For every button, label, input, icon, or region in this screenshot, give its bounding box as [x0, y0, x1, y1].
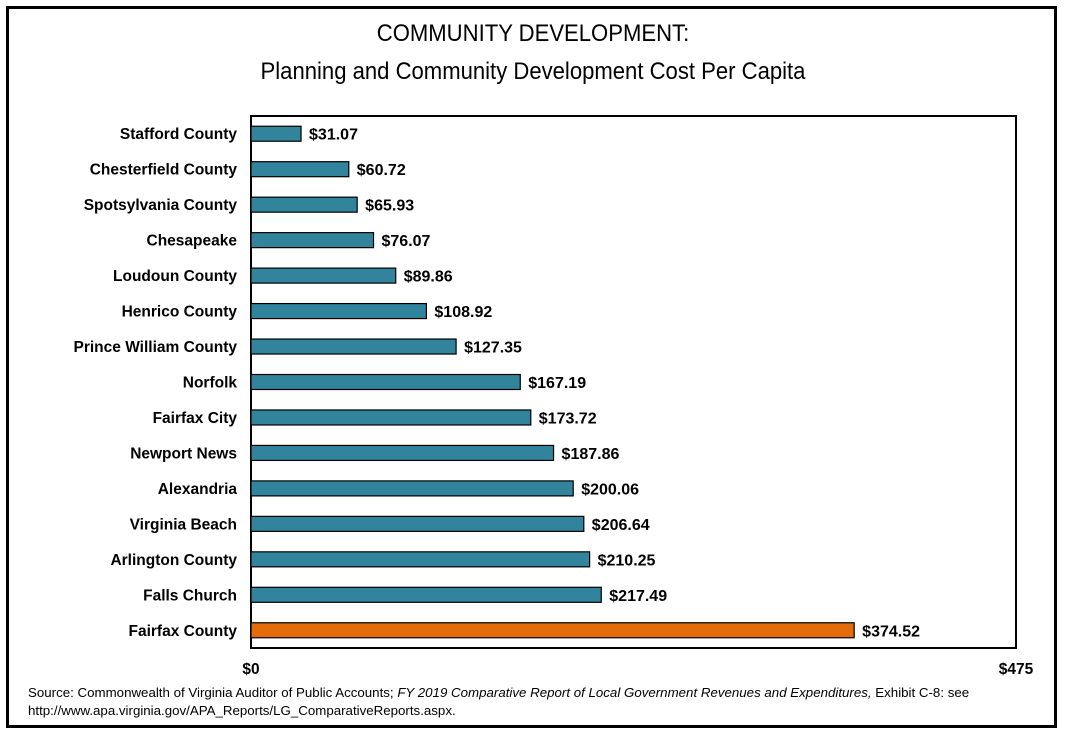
source-suffix: Exhibit C-8: see http://www.apa.virginia…: [28, 685, 970, 718]
source-note: Source: Commonwealth of Virginia Auditor…: [28, 684, 1038, 720]
data-label: $200.06: [581, 481, 639, 498]
category-label: Chesapeake: [147, 233, 238, 250]
bar-chart: Stafford County $31.07 Chesterfield County…: [74, 115, 1034, 678]
bar: [250, 125, 302, 142]
bar: [250, 373, 521, 391]
bar: [250, 409, 532, 426]
category-label: Norfolk: [183, 375, 238, 392]
bar: [250, 232, 375, 249]
bar: [250, 444, 555, 462]
chart-frame: [6, 6, 1057, 728]
bar: [250, 480, 574, 497]
category-label: Falls Church: [143, 587, 237, 604]
bar-highlight: [250, 622, 855, 639]
data-label: $31.07: [309, 127, 358, 144]
x-tick-label-min: $0: [242, 661, 259, 678]
category-label: Alexandria: [158, 481, 238, 498]
category-label: Henrico County: [122, 304, 238, 321]
data-label: $60.72: [357, 162, 406, 179]
category-label: Chesterfield County: [90, 162, 238, 179]
chart-title-line1: COMMUNITY DEVELOPMENT:: [376, 20, 690, 47]
category-label: Stafford County: [120, 126, 237, 143]
x-tick-label-max: $475: [999, 661, 1034, 678]
data-label: $127.35: [464, 340, 522, 357]
bar: [250, 515, 585, 532]
bar: [250, 267, 397, 284]
data-label: $187.86: [562, 446, 620, 463]
data-label: $374.52: [862, 623, 920, 640]
data-label: $173.72: [539, 410, 597, 427]
bar: [250, 302, 428, 320]
category-label: Prince William County: [74, 339, 238, 356]
data-label: $76.07: [382, 233, 431, 250]
category-label: Spotsylvania County: [84, 197, 238, 214]
bar: [250, 196, 358, 213]
category-label: Virginia Beach: [130, 516, 237, 533]
category-label: Loudoun County: [113, 268, 237, 285]
bar: [250, 161, 350, 178]
source-report-title: FY 2019 Comparative Report of Local Gove…: [397, 685, 872, 700]
data-label: $89.86: [404, 269, 453, 286]
bar: [250, 551, 591, 568]
data-label: $210.25: [598, 552, 656, 569]
data-label: $108.92: [434, 304, 492, 321]
bar: [250, 338, 457, 355]
category-label: Arlington County: [110, 552, 237, 569]
bar: [250, 586, 602, 603]
data-label: $65.93: [365, 198, 414, 215]
source-prefix: Source: Commonwealth of Virginia Auditor…: [28, 685, 398, 700]
data-label: $217.49: [609, 588, 667, 605]
chart-title-line2: Planning and Community Development Cost …: [260, 58, 806, 85]
category-label: Newport News: [130, 445, 237, 462]
data-label: $167.19: [528, 375, 586, 392]
category-label: Fairfax County: [128, 623, 237, 640]
category-label: Fairfax City: [153, 410, 238, 427]
data-label: $206.64: [592, 517, 650, 534]
